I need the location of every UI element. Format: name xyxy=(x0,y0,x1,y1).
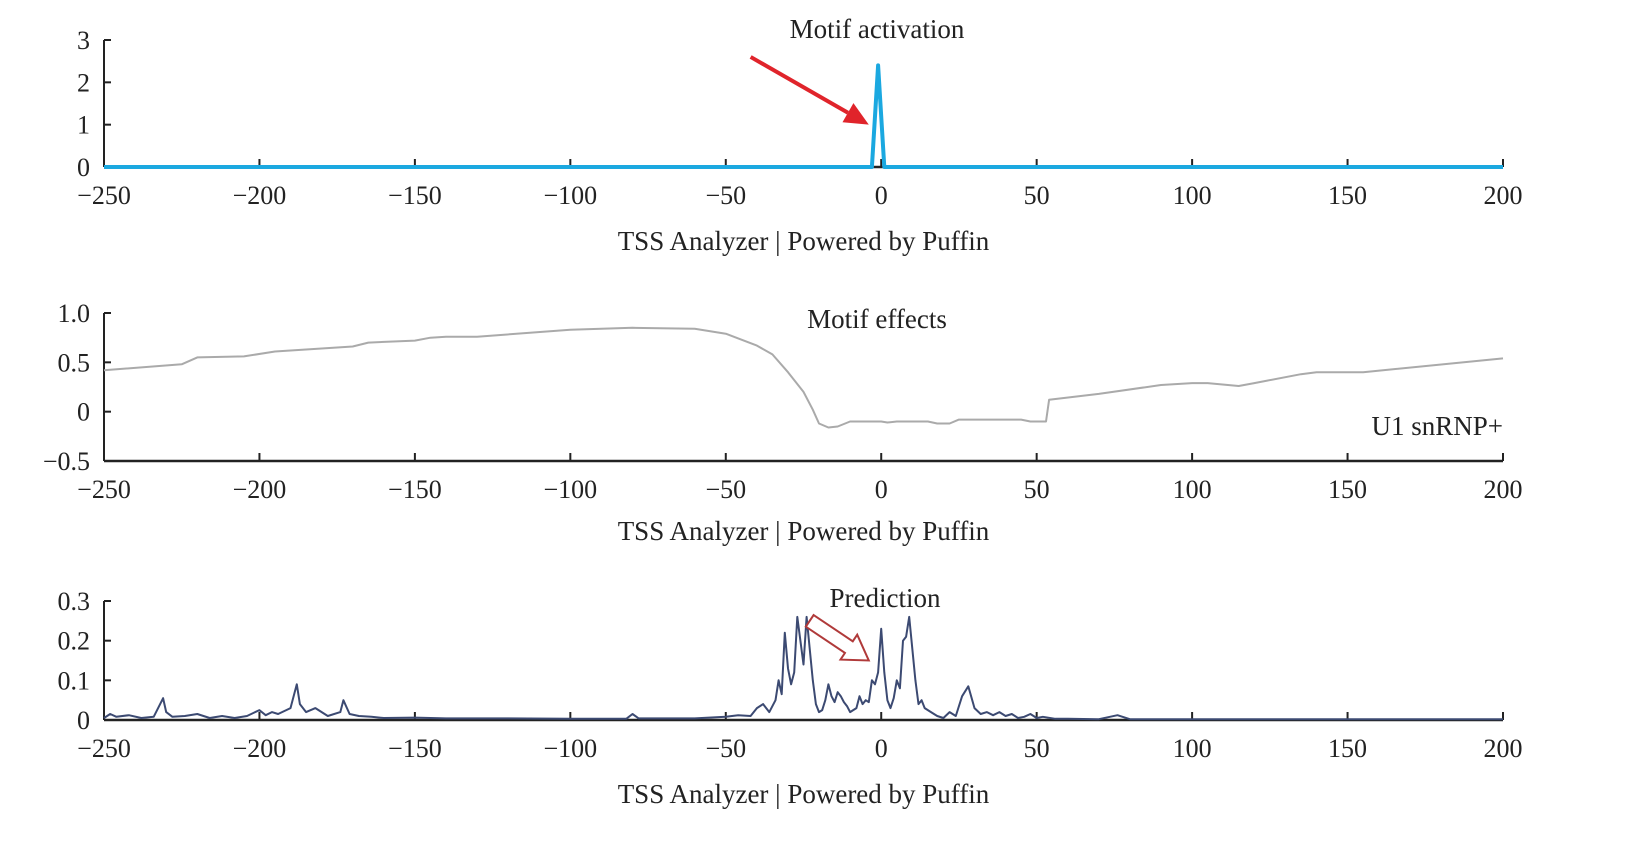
series-line xyxy=(104,63,1503,169)
chart-title: Prediction xyxy=(830,583,941,613)
x-axis-label: TSS Analyzer | Powered by Puffin xyxy=(618,226,990,256)
x-tick-label: −50 xyxy=(705,734,746,763)
y-tick-label: 2 xyxy=(77,68,90,97)
x-tick-label: −150 xyxy=(388,181,442,210)
x-tick-label: 0 xyxy=(875,181,888,210)
x-tick-label: −200 xyxy=(233,734,287,763)
x-axis-label: TSS Analyzer | Powered by Puffin xyxy=(618,516,990,546)
y-tick-label: 3 xyxy=(77,26,90,55)
annotation-hollow-arrow xyxy=(804,613,871,662)
chart-title: Motif activation xyxy=(790,14,965,44)
x-tick-label: −100 xyxy=(543,181,597,210)
panel-3: −250 −200 −150 −100 −50 0 50 100 150 200 0 0.1 0.2 0.… xyxy=(58,583,1523,809)
x-tick-label: 0 xyxy=(875,734,888,763)
series-line xyxy=(103,615,1503,721)
x-tick-label: −250 xyxy=(77,181,131,210)
x-tick-label: 200 xyxy=(1484,181,1523,210)
y-tick-label: 0.3 xyxy=(58,587,91,616)
annotation-arrow xyxy=(749,55,849,115)
x-tick-label: −200 xyxy=(233,475,287,504)
y-tick-label: 0 xyxy=(77,706,90,735)
y-tick-label: 1 xyxy=(77,111,90,140)
x-tick-label: −100 xyxy=(543,734,597,763)
x-tick-label: 50 xyxy=(1024,475,1050,504)
legend-label: U1 snRNP+ xyxy=(1371,411,1503,441)
x-tick-label: −250 xyxy=(77,475,131,504)
x-tick-label: 0 xyxy=(875,475,888,504)
x-tick-label: 50 xyxy=(1024,181,1050,210)
panel-1: −250 −200 −150 −100 −50 0 50 100 150 200 0 1 2 3 Motif… xyxy=(77,14,1523,256)
y-tick-label: 1.0 xyxy=(58,299,91,328)
x-tick-label: −50 xyxy=(705,181,746,210)
y-tick-label: 0 xyxy=(77,398,90,427)
x-tick-label: −150 xyxy=(388,475,442,504)
x-tick-label: 200 xyxy=(1484,734,1523,763)
x-tick-label: 200 xyxy=(1484,475,1523,504)
x-tick-label: −250 xyxy=(77,734,131,763)
x-tick-label: 100 xyxy=(1173,181,1212,210)
x-tick-label: −200 xyxy=(233,181,287,210)
y-tick-label: 0.1 xyxy=(58,666,91,695)
x-tick-label: 150 xyxy=(1328,181,1367,210)
panel-2: −250 −200 −150 −100 −50 0 50 100 150 200 −0.5 0 0.5 1… xyxy=(43,299,1523,546)
x-tick-label: 100 xyxy=(1173,475,1212,504)
series-line xyxy=(103,326,1504,429)
x-tick-label: 150 xyxy=(1328,734,1367,763)
x-tick-label: −50 xyxy=(705,475,746,504)
x-tick-label: 150 xyxy=(1328,475,1367,504)
arrow-head-icon xyxy=(842,103,869,125)
y-tick-label: 0 xyxy=(77,153,90,182)
y-tick-label: 0.2 xyxy=(58,627,91,656)
y-tick-label: 0.5 xyxy=(58,348,91,377)
x-tick-label: −100 xyxy=(543,475,597,504)
x-tick-label: 100 xyxy=(1173,734,1212,763)
x-tick-label: −150 xyxy=(388,734,442,763)
x-axis-label: TSS Analyzer | Powered by Puffin xyxy=(618,779,990,809)
y-tick-label: −0.5 xyxy=(43,447,90,476)
x-tick-label: 50 xyxy=(1024,734,1050,763)
chart-title: Motif effects xyxy=(807,304,947,334)
